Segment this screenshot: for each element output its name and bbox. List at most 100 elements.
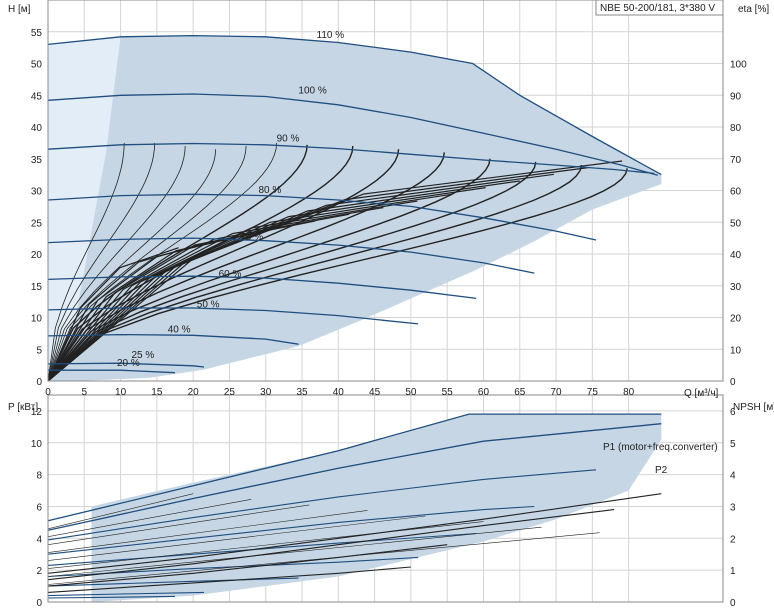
- power-curve: [47, 423, 662, 531]
- eta-tick-label: 20: [730, 314, 742, 325]
- speed-curve-label: 100 %: [298, 85, 326, 96]
- x-tick-label: 75: [587, 387, 599, 398]
- power-curve: [47, 469, 597, 541]
- power-thin-curve: [47, 526, 542, 577]
- eta-tick-label: 80: [730, 123, 742, 134]
- system-curve: [47, 158, 491, 382]
- power-thin-curve: [47, 532, 600, 585]
- npsh-tick-label: 1: [730, 566, 736, 577]
- system-curve: [47, 152, 445, 382]
- x-tick-label: 65: [514, 387, 526, 398]
- speed-curve: [48, 369, 176, 374]
- npsh-tick-label: 4: [730, 471, 736, 482]
- speed-curve-label: 90 %: [277, 134, 300, 145]
- x-tick-label: 55: [442, 387, 454, 398]
- system-curve: [47, 180, 520, 382]
- npsh-tick-label: 6: [730, 407, 736, 418]
- power-curve: [47, 595, 176, 599]
- y-tick-label: 45: [31, 91, 43, 102]
- x-tick-label: 5: [82, 387, 88, 398]
- x-tick-label: 20: [188, 387, 200, 398]
- speed-curve: [47, 333, 299, 345]
- speed-curve-label: 60 %: [219, 269, 242, 280]
- power-curve: [47, 591, 205, 597]
- speed-curve-label: 110 %: [317, 30, 345, 41]
- y-tick-label: 0: [36, 598, 42, 609]
- speed-curve: [47, 275, 477, 300]
- speed-curve: [47, 237, 535, 274]
- head-axis-label: H [м]: [8, 4, 31, 15]
- x-tick-label: 60: [478, 387, 490, 398]
- speed-curve: [47, 362, 205, 368]
- system-curve: [47, 142, 156, 382]
- system-curve: [47, 164, 583, 382]
- head-speed-curves: [47, 34, 662, 374]
- pump-label: NBE 50-200/181, 3*380 V: [600, 3, 715, 14]
- npsh-curve: [47, 566, 411, 593]
- head-envelope-area: [48, 35, 662, 381]
- power-thin-curve: [47, 510, 368, 553]
- power-envelope-area: [91, 414, 662, 602]
- system-curve: [47, 144, 308, 382]
- eta-tick-label: 50: [730, 218, 742, 229]
- y-tick-label: 0: [36, 377, 42, 388]
- system-curve: [47, 200, 418, 382]
- system-curve: [47, 142, 277, 382]
- y-tick-label: 55: [31, 28, 43, 39]
- system-curve: [47, 187, 486, 382]
- npsh-curve: [47, 509, 615, 581]
- eta-tick-label: 100: [730, 60, 747, 71]
- speed-curve-labels: 110 % 100 % 90 % 80 % 70 % 60 % 50 % 40 % 25 %20…: [117, 30, 344, 369]
- x-tick-label: 40: [333, 387, 345, 398]
- system-curve: [47, 168, 628, 382]
- x-tick-label: 0: [45, 387, 51, 398]
- system-curve: [47, 145, 186, 382]
- y-tick-label: 15: [31, 282, 43, 293]
- x-tick-label: 45: [369, 387, 381, 398]
- eta-tick-label: 90: [730, 91, 742, 102]
- speed-curve-label: 50 %: [197, 299, 220, 310]
- power-thin-curve: [47, 515, 426, 561]
- speed-curve: [47, 93, 658, 176]
- system-curve: [47, 145, 247, 382]
- power-curve: [47, 577, 299, 587]
- npsh-curve: [47, 544, 448, 587]
- p1-series-label: P1 (motor+freq.converter): [603, 442, 718, 453]
- y-tick-label: 40: [31, 123, 43, 134]
- y-tick-label: 35: [31, 155, 43, 166]
- y-tick-label: 5: [36, 345, 42, 356]
- npsh-tick-label: 3: [730, 502, 736, 513]
- y-tick-label: 10: [31, 314, 43, 325]
- power-axis-label: P [кВт]: [8, 402, 38, 413]
- x-tick-label: 10: [115, 387, 127, 398]
- y-tick-label: 8: [36, 471, 42, 482]
- x-tick-label: 25: [224, 387, 236, 398]
- system-curve: [47, 142, 125, 382]
- power-thin-curve: [47, 493, 194, 530]
- y-tick-label: 25: [31, 218, 43, 229]
- speed-curve-label: 20 %: [117, 358, 140, 369]
- x-tick-label: 15: [151, 387, 163, 398]
- x-tick-label: 30: [260, 387, 272, 398]
- npsh-tick-label: 2: [730, 534, 736, 545]
- speed-curve: [47, 307, 419, 325]
- power-curve: [47, 505, 535, 555]
- speed-curve-label: 40 %: [168, 325, 191, 336]
- system-curve: [47, 160, 623, 382]
- system-curve: [47, 193, 452, 382]
- y-tick-label: 10: [31, 439, 43, 450]
- y-tick-label: 2: [36, 566, 42, 577]
- speed-curve-label: 70 %: [240, 232, 263, 243]
- eta-tick-label: 0: [730, 377, 736, 388]
- system-curve: [47, 149, 400, 382]
- head-operating-envelope: [48, 35, 662, 381]
- power-curve: [47, 413, 662, 522]
- y-tick-label: 12: [31, 407, 43, 418]
- x-tick-label: 50: [405, 387, 417, 398]
- head-plot-frame: [47, 0, 724, 382]
- p2-series-label: P2: [655, 465, 668, 476]
- power-curves: [47, 413, 662, 599]
- speed-curve-label: 25 %: [131, 350, 154, 361]
